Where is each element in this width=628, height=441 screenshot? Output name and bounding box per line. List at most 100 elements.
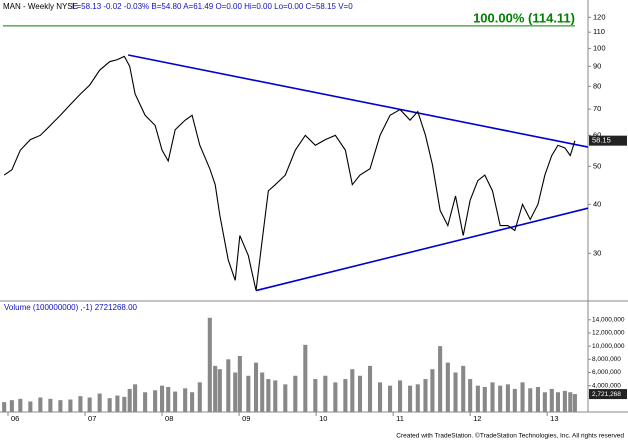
volume-bar: [357, 375, 363, 412]
volume-bar: [367, 365, 373, 412]
volume-bar: [293, 375, 298, 412]
volume-bar: [333, 382, 338, 412]
volume-bar: [78, 396, 83, 412]
volume-bar: [217, 369, 222, 412]
y-tick-label: 30: [593, 248, 601, 257]
volume-bar: [253, 362, 259, 412]
x-tick-label: 08: [165, 414, 173, 423]
x-tick-label: 10: [319, 414, 327, 423]
x-tick-label: 07: [88, 414, 96, 423]
volume-bar: [260, 372, 265, 412]
volume-bar: [18, 398, 23, 412]
volume-bar: [415, 384, 420, 412]
volume-bar: [38, 397, 43, 412]
y-tick-label: 10,000,000: [592, 343, 625, 350]
y-tick-label: 8,000,000: [592, 356, 621, 363]
volume-bar: [498, 385, 503, 412]
volume-bar: [535, 386, 540, 412]
volume-bar: [183, 388, 188, 412]
volume-bar: [190, 392, 195, 412]
volume-bar: [166, 386, 171, 412]
last-value-box: [589, 389, 627, 400]
volume-bar: [468, 379, 473, 412]
chart-title: MAN - Weekly NYSE: [3, 2, 78, 11]
volume-bar: [377, 382, 383, 412]
volume-bar: [350, 369, 355, 412]
volume-bar: [233, 372, 238, 412]
chart-subtitle: L=58.13 -0.02 -0.03% B=54.80 A=61.49 O=0…: [72, 2, 353, 11]
volume-bar: [398, 380, 403, 412]
y-tick-label: 12,000,000: [592, 330, 625, 337]
volume-bar: [423, 379, 428, 412]
reference-label: 100.00% (114.11): [473, 10, 575, 25]
y-tick-label: 100: [593, 43, 606, 52]
x-tick-label: 11: [396, 414, 404, 423]
volume-bar: [482, 386, 487, 412]
y-tick-label: 120: [593, 12, 606, 21]
volume-bar: [520, 382, 525, 412]
volume-bar: [303, 344, 308, 412]
volume-bar: [572, 394, 577, 412]
last-value-box: [589, 135, 627, 146]
volume-bar: [490, 382, 495, 412]
volume-bar: [143, 392, 148, 412]
x-tick-label: 12: [473, 414, 481, 423]
volume-bar: [127, 388, 132, 412]
volume-bar: [266, 379, 271, 412]
volume-bar: [213, 365, 218, 412]
volume-bar: [323, 375, 328, 412]
volume-bar: [505, 384, 510, 412]
volume-bar: [568, 392, 573, 412]
volume-bar: [549, 388, 554, 412]
volume-bar: [528, 388, 533, 412]
y-tick-label: 14,000,000: [592, 317, 625, 324]
y-tick-label: 90: [593, 61, 601, 70]
volume-bar: [226, 359, 231, 412]
volume-bar: [343, 379, 348, 412]
y-tick-label: 60: [593, 130, 601, 139]
panel-title: Volume (100000000) ,-1) 2721268.00: [4, 303, 138, 312]
volume-bar: [197, 382, 202, 412]
volume-bar: [153, 390, 158, 412]
volume-bar: [107, 398, 112, 412]
volume-bar: [461, 365, 466, 412]
y-tick-label: 4,000,000: [592, 382, 621, 389]
y-tick-label: 80: [593, 81, 601, 90]
volume-bar: [97, 393, 102, 412]
volume-bar: [207, 317, 212, 412]
volume-bar: [283, 384, 288, 412]
volume-bar: [445, 362, 450, 412]
volume-bar: [173, 391, 178, 412]
volume-bar: [58, 400, 63, 412]
volume-bar: [48, 398, 53, 412]
volume-bar: [122, 396, 127, 412]
trendline: [255, 207, 589, 292]
volume-bar: [133, 384, 138, 412]
volume-bar: [438, 346, 443, 412]
volume-bar: [115, 395, 120, 412]
volume-bar: [555, 392, 561, 412]
volume-bar: [313, 379, 318, 412]
y-tick-label: 50: [593, 161, 601, 170]
volume-bar: [453, 372, 458, 412]
volume-bar: [273, 380, 278, 412]
volume-bar: [388, 385, 393, 412]
volume-bar: [246, 375, 251, 412]
y-tick-label: 6,000,000: [592, 369, 621, 376]
volume-bar: [237, 356, 242, 412]
footer: Created with TradeStation. ©TradeStation…: [396, 432, 624, 440]
volume-bar: [542, 392, 547, 412]
volume-bar: [2, 402, 7, 412]
last-value-label: 58.15: [592, 136, 611, 145]
volume-bar: [68, 399, 73, 412]
x-tick-label: 06: [11, 414, 19, 423]
volume-bar: [9, 400, 14, 412]
y-tick-label: 70: [593, 104, 601, 113]
x-tick-label: 09: [242, 414, 250, 423]
price-line: [3, 55, 576, 291]
y-tick-label: 40: [593, 199, 601, 208]
volume-bar: [408, 385, 413, 412]
volume-bar: [475, 385, 480, 412]
